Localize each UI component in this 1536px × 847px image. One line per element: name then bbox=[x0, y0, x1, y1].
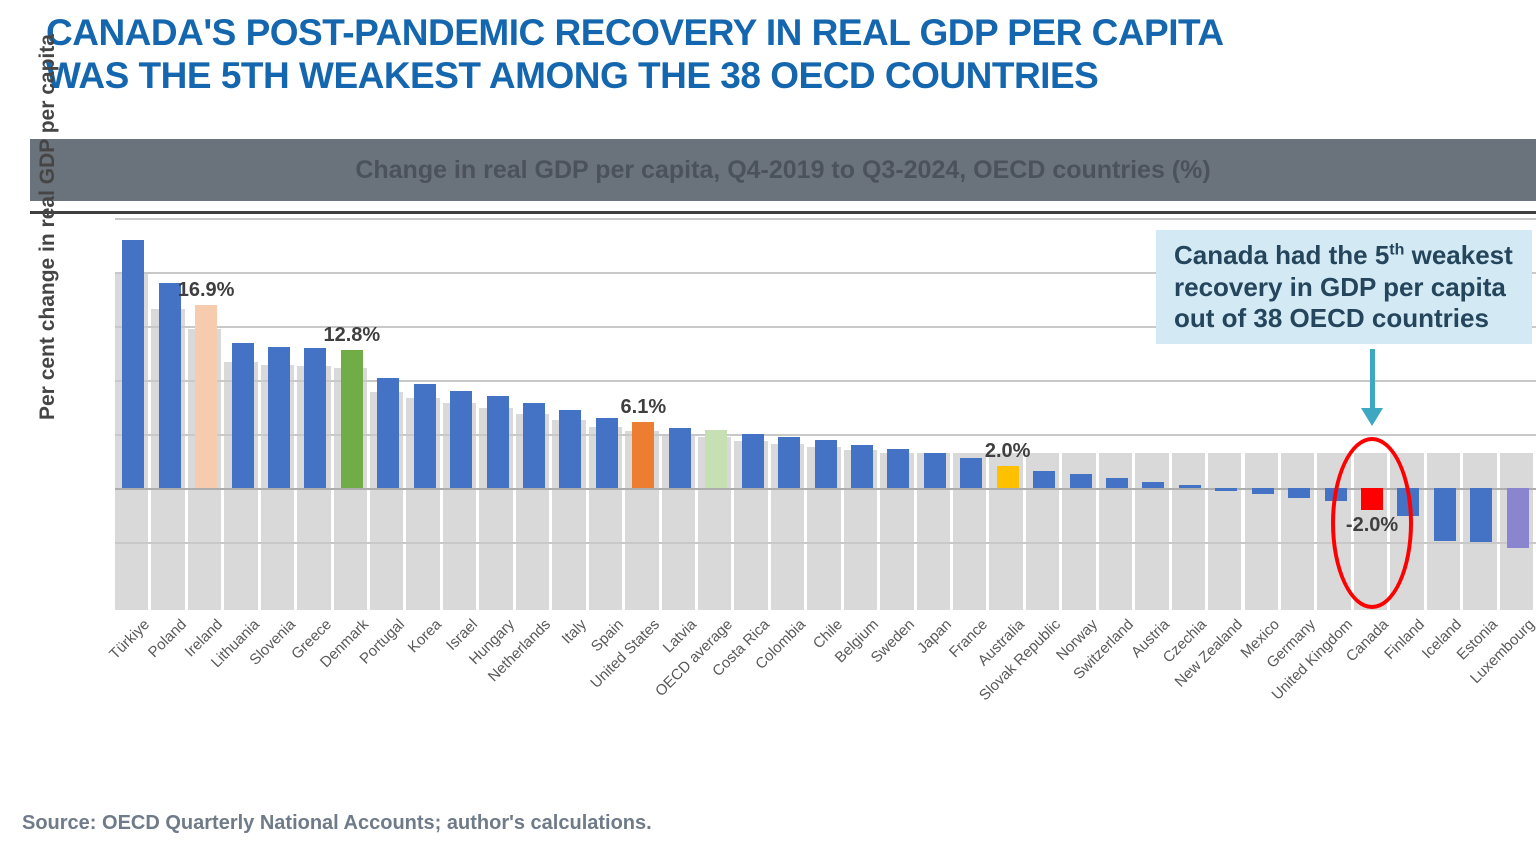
plot-top-border bbox=[30, 211, 1536, 214]
bar-portugal bbox=[377, 377, 400, 488]
x-axis-label: Türkiye bbox=[106, 616, 154, 663]
shadow-bar bbox=[1280, 453, 1315, 610]
shadow-bar bbox=[1171, 453, 1206, 610]
x-axis-label: Italy bbox=[558, 616, 591, 648]
gridline bbox=[115, 380, 1536, 382]
bar-czechia bbox=[1178, 484, 1201, 488]
callout-line-1: Canada had the 5th weakest bbox=[1174, 240, 1513, 270]
headline-line-2: WAS THE 5TH WEAKEST AMONG THE 38 OECD CO… bbox=[46, 54, 1099, 96]
bar-germany bbox=[1288, 488, 1311, 498]
bar-value-label: 2.0% bbox=[984, 440, 1031, 463]
chart-title-text: Change in real GDP per capita, Q4-2019 t… bbox=[355, 155, 1211, 184]
bar-chile bbox=[814, 440, 837, 488]
shadow-bar bbox=[1098, 453, 1133, 610]
bar-korea bbox=[413, 384, 436, 488]
callout-line-2: recovery in GDP per capita bbox=[1174, 271, 1506, 302]
bar-italy bbox=[559, 410, 582, 488]
x-axis-label: Korea bbox=[404, 616, 445, 657]
x-axis-label: Poland bbox=[144, 616, 190, 662]
bar-belgium bbox=[850, 444, 873, 488]
bar-estonia bbox=[1470, 488, 1493, 542]
arrow-down-icon bbox=[1369, 349, 1375, 408]
bar-iceland bbox=[1433, 488, 1456, 541]
bar-norway bbox=[1069, 473, 1092, 488]
bar-australia bbox=[996, 466, 1019, 488]
bar-lithuania bbox=[231, 343, 254, 488]
bar-united-states bbox=[632, 422, 655, 488]
bar-luxembourg bbox=[1506, 488, 1529, 549]
source-note: Source: OECD Quarterly National Accounts… bbox=[22, 812, 652, 834]
gridline bbox=[115, 542, 1536, 544]
bar-poland bbox=[158, 282, 181, 488]
bar-latvia bbox=[668, 427, 691, 488]
shadow-bar bbox=[1244, 453, 1278, 610]
bar-slovak-republic bbox=[1033, 470, 1056, 488]
bar-colombia bbox=[778, 437, 801, 488]
arrow-head-icon bbox=[1361, 408, 1384, 426]
bar-sweden bbox=[887, 449, 910, 488]
bar-switzerland bbox=[1105, 478, 1128, 488]
x-axis-label: Finland bbox=[1381, 616, 1429, 663]
shadow-bar bbox=[1135, 453, 1169, 610]
bar-denmark bbox=[340, 349, 363, 488]
bar-value-label: 12.8% bbox=[323, 323, 381, 346]
bar-mexico bbox=[1251, 488, 1274, 495]
bar-israel bbox=[450, 390, 473, 488]
bar-greece bbox=[304, 347, 327, 488]
gridline bbox=[115, 218, 1536, 220]
gridline bbox=[115, 434, 1536, 436]
bar-netherlands bbox=[523, 402, 545, 488]
bar-japan bbox=[923, 453, 946, 488]
zero-line bbox=[115, 488, 1536, 490]
bar-france bbox=[960, 457, 983, 488]
bar-hungary bbox=[486, 396, 509, 488]
bar-spain bbox=[595, 417, 618, 488]
bar-slovenia bbox=[267, 346, 290, 488]
shadow-bar bbox=[1208, 453, 1242, 610]
bar-costa-rica bbox=[741, 434, 764, 488]
bar-ireland bbox=[195, 305, 218, 488]
bar-austria bbox=[1142, 481, 1165, 488]
callout-superscript: th bbox=[1389, 241, 1405, 259]
callout-line-3: out of 38 OECD countries bbox=[1174, 303, 1489, 334]
callout-box: Canada had the 5th weakest recovery in G… bbox=[1156, 230, 1532, 344]
bar-value-label: 6.1% bbox=[620, 396, 667, 419]
gridline bbox=[115, 326, 1536, 328]
bar-oecd-average bbox=[705, 429, 728, 488]
headline: CANADA'S POST-PANDEMIC RECOVERY IN REAL … bbox=[46, 12, 1446, 97]
headline-line-1: CANADA'S POST-PANDEMIC RECOVERY IN REAL … bbox=[46, 12, 1224, 53]
bar-value-label: 16.9% bbox=[177, 279, 235, 302]
gridline bbox=[115, 272, 1536, 274]
canada-highlight-ellipse bbox=[1331, 437, 1414, 609]
bar-t-rkiye bbox=[122, 239, 145, 488]
bar-new-zealand bbox=[1215, 488, 1238, 492]
chart-title-banner: Change in real GDP per capita, Q4-2019 t… bbox=[30, 139, 1536, 201]
